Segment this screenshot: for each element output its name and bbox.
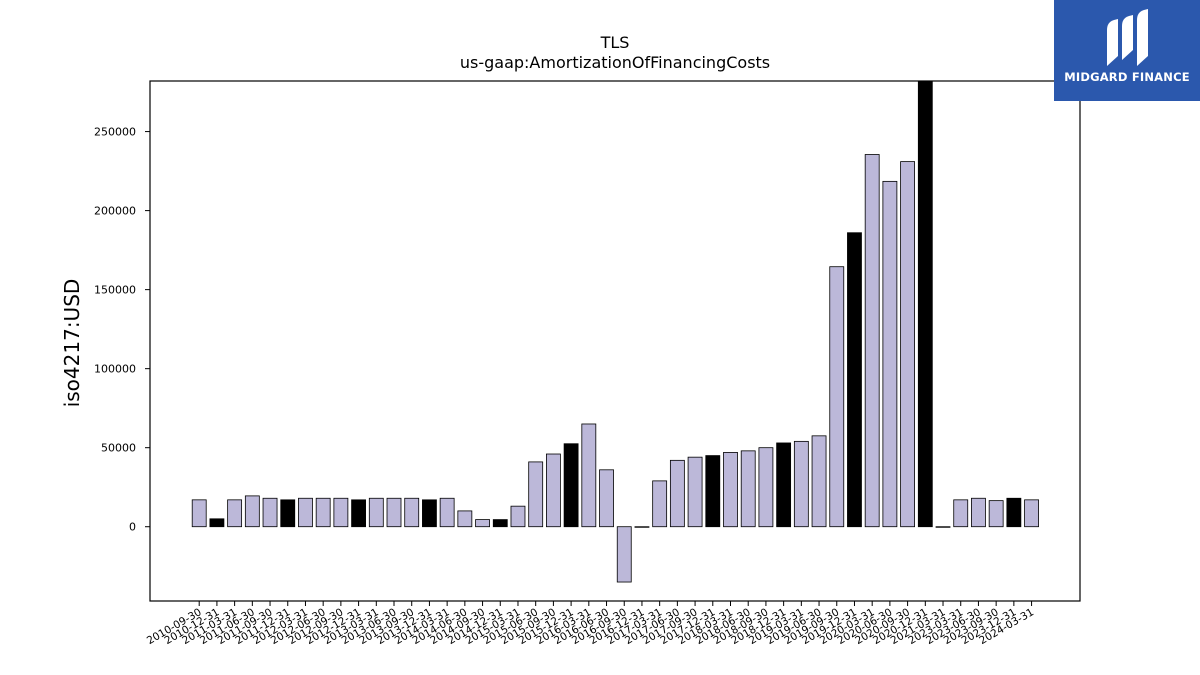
plot-frame	[149, 80, 1081, 602]
bar	[581, 423, 597, 528]
bar	[599, 469, 614, 528]
y-tick-label: 200000	[94, 205, 136, 218]
chart-subtitle: us-gaap:AmortizationOfFinancingCosts	[460, 53, 770, 72]
y-tick-label: 150000	[94, 284, 136, 297]
y-axis-ticks: 0 50000 100000 150000 200000 250000	[94, 126, 150, 534]
logo-text: MIDGARD FINANCE	[1064, 70, 1190, 84]
bar	[971, 497, 986, 528]
bar	[457, 510, 473, 528]
logo-mark-icon	[1107, 9, 1148, 66]
bar	[351, 499, 366, 528]
bar	[740, 450, 756, 528]
y-axis-label: iso4217:USD	[60, 279, 84, 408]
midgard-finance-logo: MIDGARD FINANCE	[1054, 0, 1200, 101]
bar	[917, 80, 933, 528]
bar	[988, 500, 1004, 528]
bar	[280, 499, 296, 528]
chart-title: TLS	[600, 33, 630, 52]
bar	[723, 452, 738, 528]
bar	[386, 497, 402, 528]
bar	[758, 447, 774, 528]
bar	[422, 499, 437, 528]
bar	[404, 497, 420, 528]
bar	[935, 526, 951, 528]
bar	[209, 518, 225, 528]
bar	[669, 459, 685, 528]
bar	[900, 161, 915, 528]
bar	[563, 443, 579, 528]
bar	[191, 499, 207, 528]
bar	[847, 232, 862, 528]
bar	[616, 526, 632, 583]
bar	[244, 495, 260, 528]
bar	[333, 497, 349, 528]
y-tick-label: 0	[129, 521, 136, 534]
bar	[811, 435, 827, 528]
bar	[776, 442, 792, 528]
bar	[652, 480, 668, 528]
bar	[705, 455, 721, 528]
bar	[864, 154, 880, 528]
bar	[1024, 499, 1039, 528]
bar	[1006, 497, 1022, 528]
bar	[953, 499, 969, 528]
bar	[793, 440, 809, 528]
y-tick-label: 250000	[94, 126, 136, 139]
y-tick-label: 100000	[94, 363, 136, 376]
bars-group	[191, 80, 1039, 583]
bar	[687, 456, 703, 528]
bar	[439, 497, 455, 528]
bar	[475, 519, 490, 528]
bar	[227, 499, 243, 528]
bar	[262, 497, 278, 528]
bar	[510, 505, 526, 528]
bar	[882, 180, 898, 528]
bar	[315, 497, 331, 528]
bar	[368, 497, 384, 528]
bar	[492, 519, 508, 528]
bar	[634, 526, 650, 528]
bar	[528, 461, 544, 528]
bar	[546, 453, 561, 528]
bar	[298, 497, 313, 528]
y-tick-label: 50000	[101, 442, 136, 455]
bar	[829, 266, 845, 528]
x-axis-ticks: 2010-09-302010-12-312011-03-312011-06-30…	[145, 601, 1036, 647]
